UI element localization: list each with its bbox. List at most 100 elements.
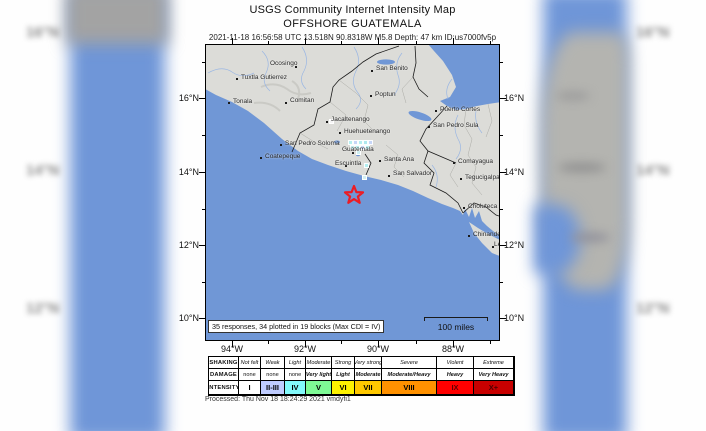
scale-bar bbox=[424, 317, 488, 321]
blur-border-smudge-2 bbox=[570, 233, 610, 242]
lon-minor-tick-top bbox=[268, 41, 269, 44]
city-dot bbox=[339, 132, 341, 134]
lat-label-left: 12°N bbox=[178, 240, 199, 250]
legend-shaking-value: Severe bbox=[382, 357, 437, 369]
intensity-block bbox=[368, 140, 373, 145]
legend-row-label-damage: DAMAGE bbox=[209, 369, 239, 381]
caribbean-sea bbox=[428, 45, 499, 110]
lat-label-right: 16°N bbox=[504, 93, 525, 103]
lon-minor-tick-bottom bbox=[268, 341, 269, 344]
city-dot bbox=[295, 66, 297, 68]
lon-tick-top bbox=[305, 38, 306, 44]
legend-intensity-value: VIII bbox=[382, 381, 437, 395]
lat-minor-tick-right bbox=[500, 135, 503, 136]
legend-shaking-value: Moderate bbox=[306, 357, 332, 369]
legend-shaking-value: Not felt bbox=[239, 357, 261, 369]
lon-label: 90°W bbox=[366, 344, 390, 354]
legend-intensity-value: II-III bbox=[261, 381, 285, 395]
legend-damage-value: Moderate bbox=[355, 369, 382, 381]
lon-tick-bottom bbox=[453, 341, 454, 347]
city-dot bbox=[460, 178, 462, 180]
city-dot bbox=[371, 70, 373, 72]
intensity-block bbox=[329, 119, 334, 124]
lon-minor-tick-top bbox=[341, 41, 342, 44]
intensity-map: Ocosingo Tuxtla Gutierrez Comitan Tonala San… bbox=[205, 44, 500, 341]
city-dot bbox=[352, 152, 354, 154]
lat-label-right: 10°N bbox=[504, 313, 525, 323]
blur-ocean-band-left bbox=[70, 0, 165, 431]
lat-minor-tick-right bbox=[500, 209, 503, 210]
lon-tick-top bbox=[453, 38, 454, 44]
city-label: Comitan bbox=[290, 97, 315, 104]
legend-intensity-value: VI bbox=[332, 381, 355, 395]
lon-tick-bottom bbox=[378, 341, 379, 347]
city-label: Leon bbox=[494, 241, 499, 248]
lat-minor-tick-right bbox=[500, 62, 503, 63]
legend-damage-value: Moderate/Heavy bbox=[382, 369, 437, 381]
city-label: San Salvador bbox=[393, 170, 433, 177]
city-label: Escuintla bbox=[335, 160, 362, 167]
city-dot bbox=[280, 144, 282, 146]
lon-minor-tick-top bbox=[416, 41, 417, 44]
lat-label-left: 16°N bbox=[178, 93, 199, 103]
legend-shaking-value: Extreme bbox=[474, 357, 514, 369]
city-dot bbox=[236, 78, 238, 80]
legend-damage-value: none bbox=[239, 369, 261, 381]
legend-damage-value: Very light bbox=[306, 369, 332, 381]
city-dot bbox=[468, 235, 470, 237]
response-status-box: 35 responses, 34 plotted in 19 blocks (M… bbox=[208, 320, 385, 333]
lat-tick-left bbox=[199, 245, 205, 246]
legend-shaking-value: Light bbox=[285, 357, 306, 369]
lat-tick-right bbox=[500, 172, 506, 173]
lat-minor-tick-right bbox=[500, 282, 503, 283]
lon-tick-bottom bbox=[305, 341, 306, 347]
legend-intensity-value: X+ bbox=[474, 381, 514, 395]
lat-label-left: 14°N bbox=[178, 167, 199, 177]
legend-shaking-value: Very strong bbox=[355, 357, 382, 369]
legend-intensity-value: IV bbox=[285, 381, 306, 395]
city-dot bbox=[463, 207, 465, 209]
city-dot bbox=[228, 102, 230, 104]
lake-peten-itza bbox=[377, 59, 395, 65]
intensity-block bbox=[348, 140, 353, 145]
city-label: Ocosingo bbox=[270, 60, 298, 67]
intensity-block bbox=[360, 145, 365, 150]
city-label: Poptun bbox=[375, 91, 396, 98]
lat-tick-right bbox=[500, 98, 506, 99]
lon-minor-tick-bottom bbox=[490, 341, 491, 344]
city-label: Choluteca bbox=[468, 203, 498, 210]
blur-lat-label: 14°N bbox=[636, 162, 670, 179]
city-dot bbox=[326, 121, 328, 123]
city-label: Chinandega bbox=[473, 231, 499, 238]
epicenter-star bbox=[343, 184, 365, 204]
city-label: San Pedro Soloma bbox=[285, 140, 340, 147]
lon-minor-tick-top bbox=[490, 41, 491, 44]
lat-minor-tick-left bbox=[202, 282, 205, 283]
legend-intensity-value: V bbox=[306, 381, 332, 395]
city-label: Tegucigalpa bbox=[465, 174, 500, 181]
lat-tick-left bbox=[199, 172, 205, 173]
city-dot bbox=[345, 165, 347, 167]
legend-shaking-value: Weak bbox=[261, 357, 285, 369]
lat-label-right: 14°N bbox=[504, 167, 525, 177]
lat-tick-left bbox=[199, 318, 205, 319]
legend-row-label-shaking: SHAKING bbox=[209, 357, 239, 369]
processed-timestamp: Processed: Thu Nov 18 18:24:29 2021 vmdy… bbox=[205, 396, 351, 403]
response-status-text: 35 responses, 34 plotted in 19 blocks (M… bbox=[212, 322, 381, 331]
scale-bar-label: 100 miles bbox=[437, 322, 475, 332]
blur-lat-label: 16°N bbox=[26, 24, 60, 41]
intensity-block bbox=[353, 140, 358, 145]
map-geography bbox=[206, 45, 499, 340]
intensity-block bbox=[363, 140, 368, 145]
blur-border-smudge-1 bbox=[558, 163, 606, 172]
country-borders bbox=[291, 45, 499, 217]
lon-minor-tick-bottom bbox=[416, 341, 417, 344]
intensity-block bbox=[364, 163, 369, 168]
lat-label-right: 12°N bbox=[504, 240, 525, 250]
lat-label-left: 10°N bbox=[178, 313, 199, 323]
city-label: Jacaltenango bbox=[331, 116, 370, 123]
lon-minor-tick-bottom bbox=[341, 341, 342, 344]
lon-label: 94°W bbox=[220, 344, 244, 354]
rivers bbox=[207, 46, 483, 188]
pacific-ocean bbox=[206, 89, 499, 340]
